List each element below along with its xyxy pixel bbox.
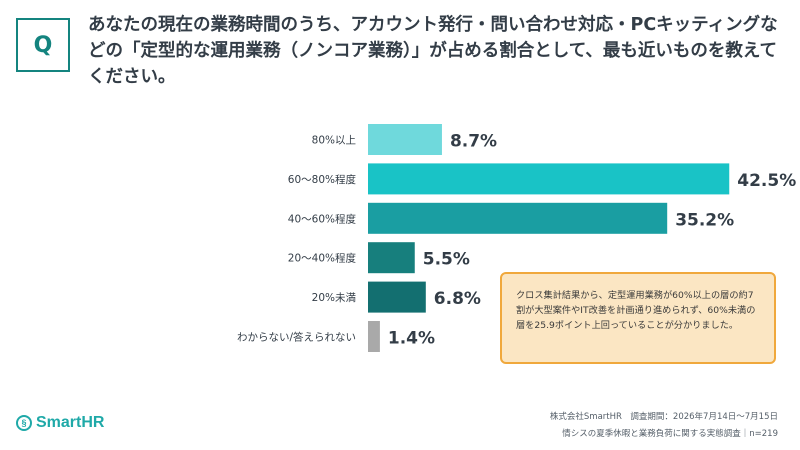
question-badge: Q — [16, 18, 70, 72]
bar — [368, 124, 442, 155]
value-label: 42.5% — [737, 171, 796, 191]
bar — [368, 321, 380, 352]
insight-note: クロス集計結果から、定型運用業務が60%以上の層の約7割が大型案件やIT改善を計… — [500, 272, 776, 364]
category-label: 20%未満 — [312, 292, 357, 304]
smarthr-logo-text: SmartHR — [36, 414, 105, 431]
category-label: 60〜80%程度 — [288, 173, 357, 186]
value-label: 1.4% — [388, 329, 435, 349]
footer-line-2: 情シスの夏季休暇と業務負荷に関する実態調査｜n=219 — [562, 429, 778, 439]
value-label: 8.7% — [450, 132, 497, 152]
category-label: 20〜40%程度 — [288, 252, 357, 265]
footer-source: 株式会社SmartHR 調査期間：2026年7月14日〜7月15日 情シスの夏季… — [550, 409, 778, 443]
bar — [368, 281, 426, 313]
value-label: 6.8% — [434, 289, 481, 309]
bar-chart: 80%以上 8.7% 60〜80%程度 42.5% 40〜60%程度 35.2% 20〜40… — [237, 124, 796, 352]
smarthr-logo: § SmartHR — [16, 414, 104, 432]
value-label: 35.2% — [675, 210, 734, 230]
insight-note-text: クロス集計結果から、定型運用業務が60%以上の層の約7割が大型案件やIT改善を計… — [516, 290, 756, 331]
value-label: 5.5% — [423, 250, 470, 270]
smarthr-logo-icon: § — [16, 415, 32, 431]
category-label: 40〜60%程度 — [288, 212, 357, 225]
category-label: 80%以上 — [312, 135, 356, 147]
footer-line-1: 株式会社SmartHR 調査期間：2026年7月14日〜7月15日 — [549, 412, 778, 422]
question-text: あなたの現在の業務時間のうち、アカウント発行・問い合わせ対応・PCキッティングな… — [88, 15, 778, 87]
bar — [368, 202, 668, 234]
category-label: わからない/答えられない — [237, 331, 356, 344]
bar — [368, 242, 415, 274]
question-badge-label: Q — [33, 32, 53, 58]
bar — [368, 163, 730, 195]
